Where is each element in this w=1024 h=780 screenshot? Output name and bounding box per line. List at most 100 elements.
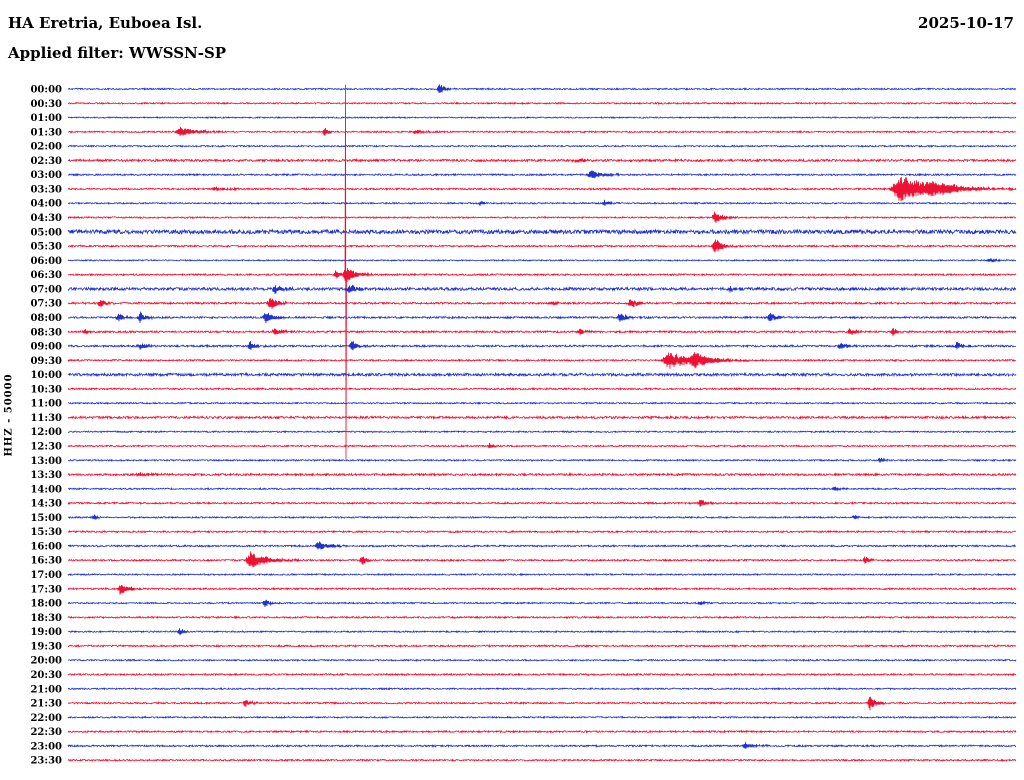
seismic-trace-0900 <box>67 341 1017 351</box>
trace-time-label: 05:30 <box>30 242 62 253</box>
seismic-trace-0700 <box>67 284 1017 295</box>
seismic-trace-1430 <box>67 499 1017 507</box>
seismic-trace-1530 <box>67 529 1016 534</box>
seismic-trace-0800 <box>67 311 1017 324</box>
trace-time-label: 06:30 <box>30 270 62 281</box>
trace-time-label: 23:00 <box>30 741 62 752</box>
trace-time-label: 17:00 <box>30 570 62 581</box>
seismic-trace-1030 <box>67 386 1017 392</box>
seismic-trace-0830 <box>67 328 1017 337</box>
seismic-trace-2100 <box>67 686 1017 691</box>
seismic-trace-0430 <box>67 211 1017 224</box>
trace-time-label: 00:00 <box>30 85 62 96</box>
trace-time-label: 11:30 <box>30 413 62 424</box>
trace-time-label: 11:00 <box>30 399 62 410</box>
seismic-trace-2330 <box>67 758 1016 763</box>
trace-time-label: 12:30 <box>30 442 62 453</box>
trace-time-label: 10:00 <box>30 370 62 381</box>
seismic-trace-0400 <box>67 199 1017 207</box>
trace-time-label: 15:30 <box>30 527 62 538</box>
trace-time-label: 01:00 <box>30 113 62 124</box>
seismic-trace-2030 <box>67 672 1017 677</box>
trace-time-label: 09:00 <box>30 342 62 353</box>
seismic-trace-0230 <box>67 157 1017 164</box>
trace-time-label: 20:00 <box>30 656 62 667</box>
trace-time-label: 09:30 <box>30 356 62 367</box>
seismic-trace-1000 <box>67 371 1017 378</box>
seismic-trace-1730 <box>67 584 1017 595</box>
trace-time-label: 18:30 <box>30 613 62 624</box>
trace-time-label: 04:30 <box>30 213 62 224</box>
seismic-trace-1630 <box>67 551 1017 568</box>
date-label: 2025-10-17 <box>918 14 1014 32</box>
trace-time-label: 23:30 <box>30 756 62 767</box>
seismic-trace-2230 <box>67 729 1017 734</box>
trace-time-label: 19:00 <box>30 627 62 638</box>
trace-time-label: 02:30 <box>30 156 62 167</box>
trace-time-label: 12:00 <box>30 427 62 438</box>
trace-time-label: 22:30 <box>30 727 62 738</box>
trace-time-label: 13:00 <box>30 456 62 467</box>
seismic-trace-1500 <box>68 514 1017 520</box>
seismic-trace-0530 <box>67 239 1017 253</box>
seismic-trace-0600 <box>67 257 1017 263</box>
seismic-trace-1200 <box>67 429 1017 434</box>
filter-label: Applied filter: WWSSN-SP <box>8 44 227 62</box>
trace-time-label: 08:00 <box>30 313 62 324</box>
seismic-trace-1300 <box>68 457 1017 463</box>
trace-time-label: 10:30 <box>30 384 62 395</box>
seismic-trace-1800 <box>67 599 1017 608</box>
trace-time-label: 16:30 <box>30 556 62 567</box>
station-title: HA Eretria, Euboea Isl. <box>8 14 203 32</box>
trace-time-label: 00:30 <box>30 99 62 110</box>
trace-time-label: 13:30 <box>30 470 62 481</box>
trace-time-label: 03:00 <box>30 170 62 181</box>
trace-time-label: 20:30 <box>30 670 62 681</box>
seismic-trace-2130 <box>67 696 1017 711</box>
seismic-trace-2000 <box>67 658 1017 662</box>
trace-time-label: 21:30 <box>30 699 62 710</box>
seismic-trace-0330 <box>67 177 1017 202</box>
trace-time-label: 18:00 <box>30 599 62 610</box>
trace-time-label: 01:30 <box>30 127 62 138</box>
trace-time-label: 06:00 <box>30 256 62 267</box>
trace-time-label: 22:00 <box>30 713 62 724</box>
seismic-trace-1930 <box>67 643 1016 648</box>
trace-time-label: 07:00 <box>30 284 62 295</box>
seismic-trace-0730 <box>67 298 1017 309</box>
trace-time-label: 21:00 <box>30 684 62 695</box>
seismic-trace-1230 <box>67 442 1017 449</box>
trace-time-label: 14:00 <box>30 484 62 495</box>
trace-time-label: 15:00 <box>30 513 62 524</box>
trace-time-label: 16:00 <box>30 542 62 553</box>
seismic-trace-0500 <box>67 228 1017 236</box>
trace-time-label: 03:30 <box>30 185 62 196</box>
seismic-trace-1830 <box>67 615 1017 620</box>
seismic-trace-1330 <box>67 471 1017 478</box>
seismic-trace-2200 <box>67 715 1017 720</box>
trace-time-label: 02:00 <box>30 142 62 153</box>
trace-time-label: 19:30 <box>30 641 62 652</box>
seismic-trace-1700 <box>67 572 1017 577</box>
seismic-trace-1130 <box>67 414 1016 421</box>
trace-time-label: 14:30 <box>30 499 62 510</box>
seismic-trace-0100 <box>67 116 1017 120</box>
seismic-trace-0300 <box>67 170 1017 179</box>
seismic-trace-0930 <box>67 352 1017 370</box>
seismic-trace-0630 <box>67 84 1017 459</box>
seismic-trace-0000 <box>67 84 1017 93</box>
seismic-trace-1900 <box>67 628 1017 636</box>
seismic-trace-2300 <box>67 742 1016 749</box>
seismic-trace-0200 <box>67 144 1017 148</box>
trace-time-label: 07:30 <box>30 299 62 310</box>
trace-time-label: 05:00 <box>30 227 62 238</box>
seismic-trace-0030 <box>68 101 1017 106</box>
trace-time-label: 04:00 <box>30 199 62 210</box>
seismic-trace-1100 <box>67 401 1017 405</box>
seismic-trace-1600 <box>67 541 1017 550</box>
seismic-trace-0130 <box>67 126 1017 137</box>
trace-time-label: 08:30 <box>30 327 62 338</box>
trace-time-label: 17:30 <box>30 584 62 595</box>
